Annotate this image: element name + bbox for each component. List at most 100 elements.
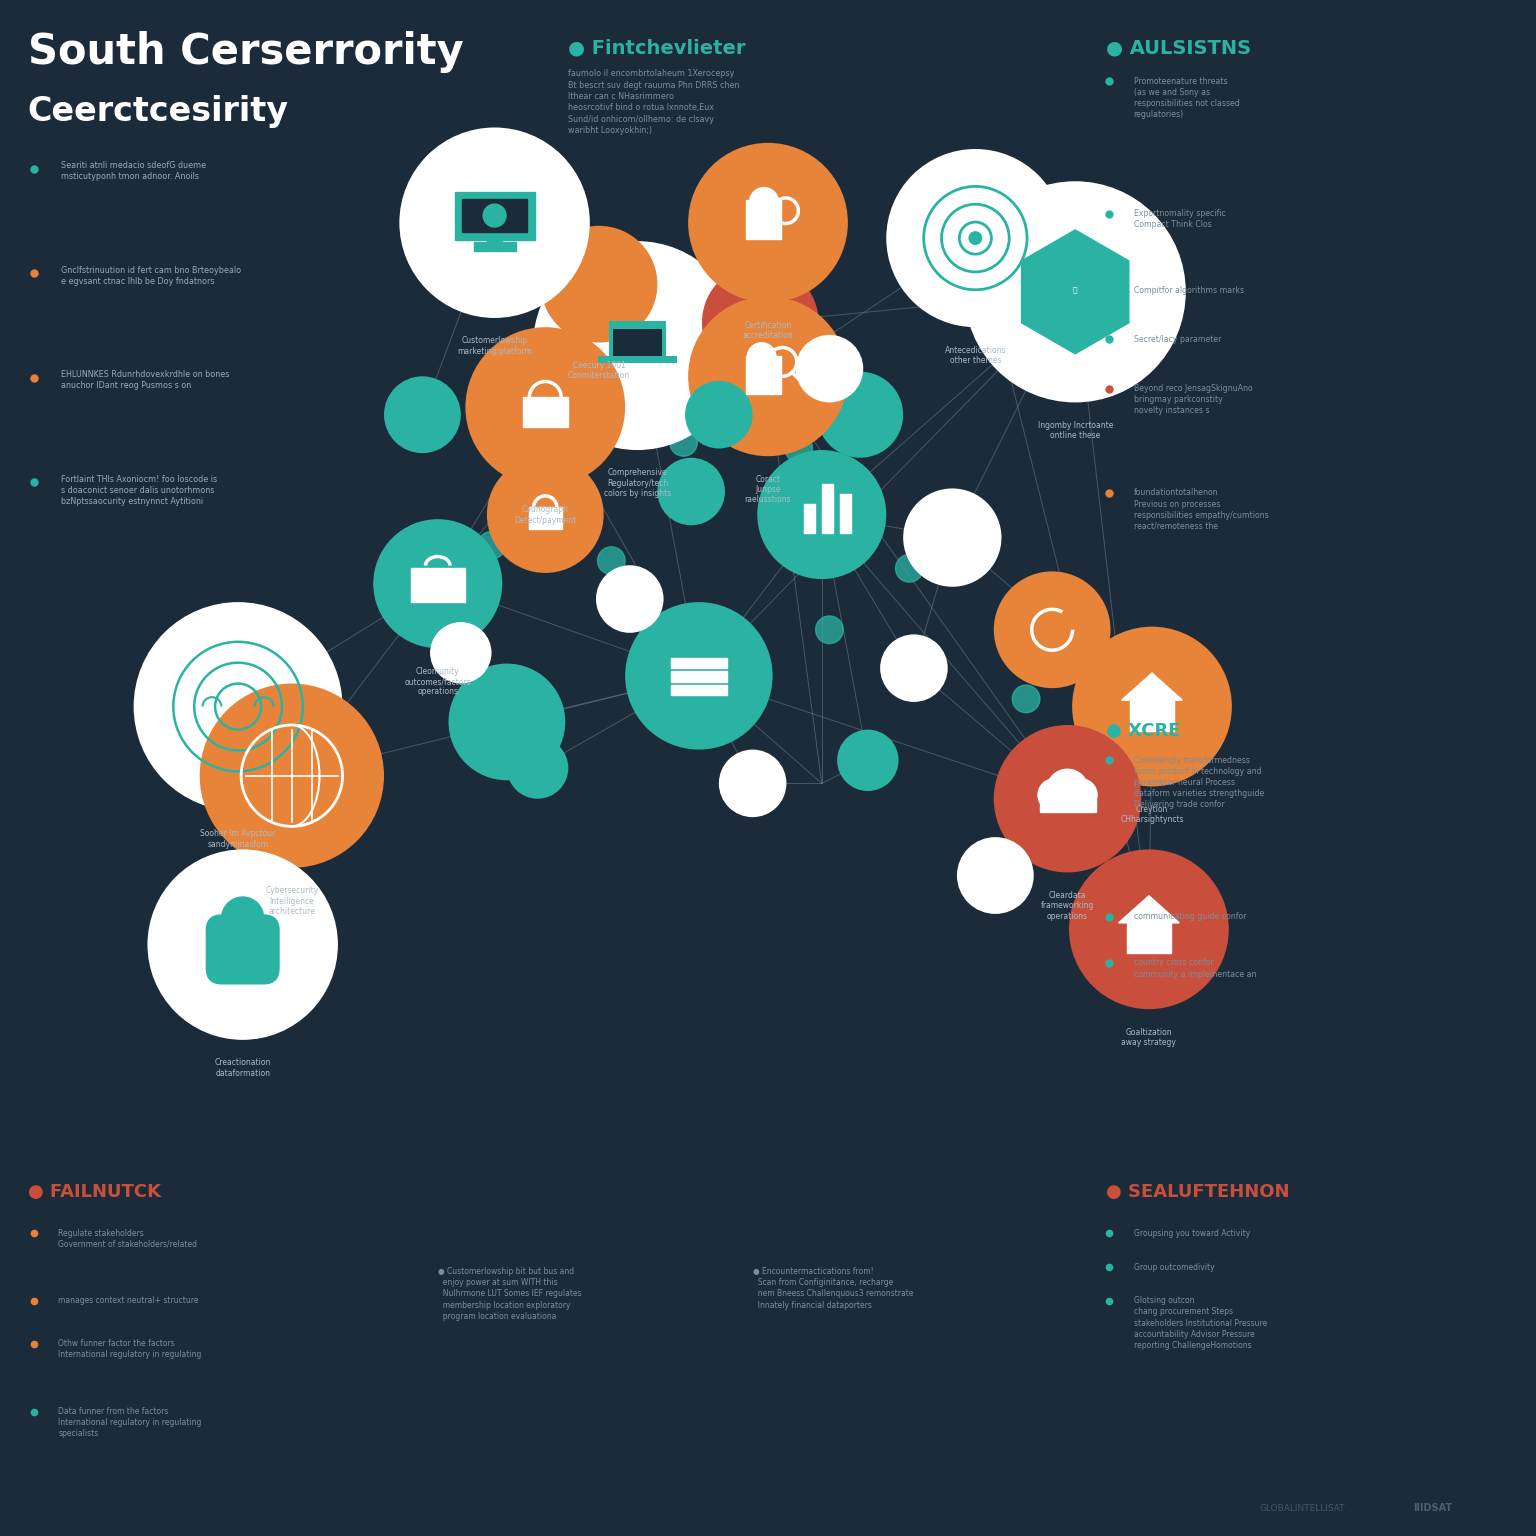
Circle shape (957, 837, 1034, 914)
Circle shape (965, 181, 1186, 402)
Bar (598, 356, 677, 364)
Text: Secret/lacy parameter: Secret/lacy parameter (1134, 335, 1221, 344)
Bar (671, 657, 727, 668)
Bar (487, 237, 502, 244)
Circle shape (994, 571, 1111, 688)
Text: Ceecury 1001
Conmiterstation: Ceecury 1001 Conmiterstation (568, 361, 630, 381)
Text: EHLUNNKES Rdunrhdovexkrdhle on bones
anuchor lDant reog Pusmos s on: EHLUNNKES Rdunrhdovexkrdhle on bones anu… (61, 370, 230, 390)
Bar (528, 507, 562, 528)
Circle shape (465, 327, 625, 487)
Bar (822, 484, 834, 533)
Circle shape (880, 634, 948, 702)
Bar (803, 504, 816, 533)
Text: Certification
accreditation: Certification accreditation (743, 321, 793, 341)
Text: manages context neutral+ structure: manages context neutral+ structure (58, 1296, 198, 1306)
Bar (473, 241, 516, 252)
Text: Compitfor algorithms marks: Compitfor algorithms marks (1134, 286, 1244, 295)
Circle shape (702, 264, 819, 381)
Circle shape (384, 376, 461, 453)
Polygon shape (1121, 673, 1183, 700)
Bar (745, 355, 780, 393)
Text: Sooher Im Avpctour
sandyminasfom: Sooher Im Avpctour sandyminasfom (201, 829, 275, 849)
Circle shape (688, 296, 848, 456)
Text: Beyond reco JensagSkignuAno
bringmay parkconstity
novelty instances s: Beyond reco JensagSkignuAno bringmay par… (1134, 384, 1252, 415)
Circle shape (1038, 779, 1071, 811)
Text: country cross confor
community a implementace an: country cross confor community a impleme… (1134, 958, 1256, 978)
Circle shape (1069, 849, 1229, 1009)
Text: ● SEALUFTEHNON: ● SEALUFTEHNON (1106, 1183, 1289, 1201)
Text: foundationtotalhenon
Previous on processes
responsibilities empathy/cumtions
rea: foundationtotalhenon Previous on process… (1134, 488, 1269, 531)
FancyBboxPatch shape (206, 915, 280, 985)
Text: Comprehensive
Regulatory/tech
colors by insights: Comprehensive Regulatory/tech colors by … (604, 468, 671, 498)
Text: Ingomby Incrtoante
ontline these: Ingomby Incrtoante ontline these (1037, 421, 1114, 441)
Circle shape (746, 343, 776, 372)
Text: ● Encountermactications from!
  Scan from Configinitance, recharge
  nem Bneess : ● Encountermactications from! Scan from … (753, 1267, 912, 1310)
Text: Customerlowship
marketing/platform: Customerlowship marketing/platform (458, 336, 531, 356)
Circle shape (785, 435, 813, 462)
Text: communicating guide confor: communicating guide confor (1134, 912, 1246, 922)
Text: ● XCRE: ● XCRE (1106, 722, 1181, 740)
Circle shape (399, 127, 590, 318)
Text: Coract
Junpse
raelusstions: Coract Junpse raelusstions (745, 475, 791, 504)
Bar (671, 685, 727, 694)
Bar (671, 671, 727, 682)
Circle shape (886, 149, 1064, 327)
Circle shape (796, 335, 863, 402)
Circle shape (1048, 770, 1087, 811)
Bar (462, 198, 527, 232)
Circle shape (969, 232, 982, 244)
Circle shape (1064, 779, 1097, 811)
Circle shape (449, 664, 565, 780)
Circle shape (817, 372, 903, 458)
Text: South Cerserrority: South Cerserrority (28, 31, 464, 72)
Text: Fortlaint THls Axoniocm! foo Ioscode is
s doaconict senoer dalis unotorhmons
bzN: Fortlaint THls Axoniocm! foo Ioscode is … (61, 475, 218, 505)
Text: Group outcomedivity: Group outcomedivity (1134, 1263, 1213, 1272)
Text: Creactionation
dataformation: Creactionation dataformation (215, 1058, 270, 1078)
Text: Controlingly transformedness
forms product in technology and
parameter neural Pr: Controlingly transformedness forms produ… (1134, 756, 1264, 809)
Text: ● Customerlowship bit but bus and
  enjoy power at sum WITH this
  Nulhrmone LUT: ● Customerlowship bit but bus and enjoy … (438, 1267, 582, 1321)
Circle shape (533, 241, 742, 450)
Text: Cleomunity
outcomes/factors
operations: Cleomunity outcomes/factors operations (404, 667, 472, 696)
Circle shape (685, 381, 753, 449)
Text: Goaltization
away strategy: Goaltization away strategy (1121, 1028, 1177, 1048)
Polygon shape (1118, 895, 1180, 923)
Text: Groupsing you toward Activity: Groupsing you toward Activity (1134, 1229, 1250, 1238)
Bar (410, 568, 465, 602)
Bar (613, 329, 662, 356)
Text: Antecedications
other themes: Antecedications other themes (945, 346, 1006, 366)
Circle shape (541, 226, 657, 343)
Text: ● AULSISTNS: ● AULSISTNS (1106, 38, 1250, 57)
Text: Seariti atnli medacio sdeofG dueme
msticutyponh tmon adnoor. Anoils: Seariti atnli medacio sdeofG dueme mstic… (61, 161, 206, 181)
Text: GLOBALINTELLISAT: GLOBALINTELLISAT (1260, 1504, 1346, 1513)
Text: Data funner from the factors
International regulatory in regulating
specialists: Data funner from the factors Internation… (58, 1407, 201, 1438)
Circle shape (688, 143, 848, 303)
Circle shape (562, 332, 590, 359)
Circle shape (816, 616, 843, 644)
Circle shape (757, 450, 886, 579)
Circle shape (837, 730, 899, 791)
Text: Cadnograph
Detect/payment: Cadnograph Detect/payment (515, 505, 576, 525)
Circle shape (147, 849, 338, 1040)
Circle shape (478, 531, 505, 559)
Circle shape (1072, 627, 1232, 786)
Circle shape (221, 897, 264, 938)
Circle shape (895, 554, 923, 582)
Circle shape (1012, 685, 1040, 713)
Bar (745, 200, 780, 238)
Circle shape (625, 602, 773, 750)
Text: Cybersecurity
Intelligence
architecture: Cybersecurity Intelligence architecture (266, 886, 318, 915)
Text: Creytion
CHharsightyncts: Creytion CHharsightyncts (1120, 805, 1184, 825)
Circle shape (903, 488, 1001, 587)
Circle shape (670, 429, 697, 456)
Text: Regulate stakeholders
Government of stakeholders/related: Regulate stakeholders Government of stak… (58, 1229, 197, 1249)
Circle shape (487, 456, 604, 573)
Bar (1040, 791, 1095, 813)
Text: 🔒: 🔒 (1074, 286, 1077, 293)
Circle shape (719, 750, 786, 817)
Text: ● FAILNUTCK: ● FAILNUTCK (28, 1183, 161, 1201)
Bar (608, 321, 667, 361)
Circle shape (657, 458, 725, 525)
Text: ● Fintchevlieter: ● Fintchevlieter (568, 38, 746, 57)
Text: Ceerctcesirity: Ceerctcesirity (28, 95, 289, 127)
Text: Exportnomality specific
Compact Think Clos: Exportnomality specific Compact Think Cl… (1134, 209, 1226, 229)
